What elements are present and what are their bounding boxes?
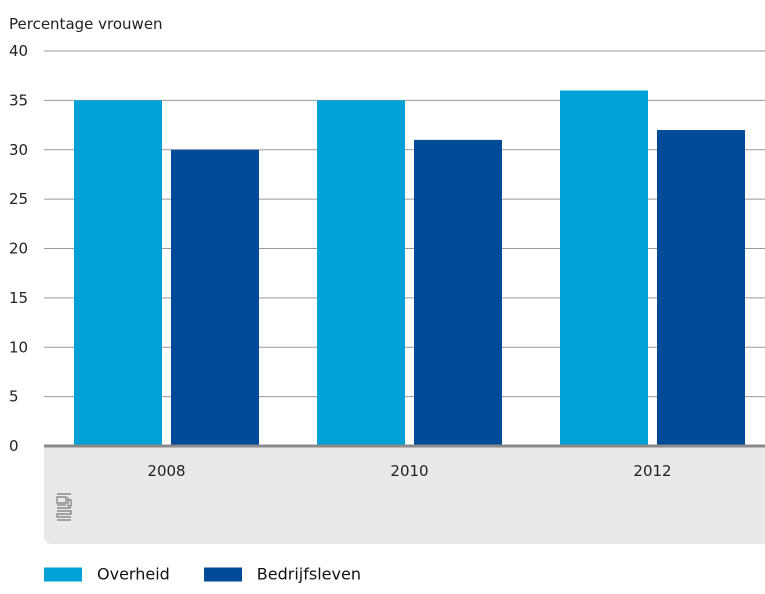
- y-tick-label: 5: [9, 388, 19, 406]
- legend-swatch-bedrijfsleven: [203, 567, 242, 581]
- legend-label-overheid: Overheid: [97, 564, 170, 584]
- y-tick-label: 0: [9, 437, 19, 455]
- y-tick-label: 10: [9, 338, 28, 356]
- legend: Overheid Bedrijfsleven: [44, 565, 361, 584]
- cbs-logo-icon: [56, 493, 72, 521]
- bar-overheid-2012: [560, 90, 648, 446]
- y-tick-label: 15: [9, 289, 28, 307]
- bar-bedrijfsleven-2008: [171, 149, 259, 446]
- y-tick-label: 30: [9, 141, 28, 159]
- y-tick-label: 35: [9, 91, 28, 109]
- x-tick-label: 2010: [390, 462, 428, 480]
- y-tick-labels: 0 5 10 15 20 25 30 35 40: [9, 42, 28, 455]
- legend-item-bedrijfsleven: Bedrijfsleven: [203, 564, 361, 584]
- x-tick-label: 2008: [147, 462, 185, 480]
- y-axis-title: Percentage vrouwen: [9, 15, 163, 33]
- bars: [44, 90, 765, 448]
- bar-bedrijfsleven-2012: [657, 130, 745, 446]
- x-tick-label: 2012: [633, 462, 671, 480]
- y-tick-label: 25: [9, 190, 28, 208]
- x-tick-labels: 2008 2010 2012: [147, 462, 671, 480]
- bar-overheid-2010: [317, 100, 405, 446]
- legend-swatch-overheid: [44, 567, 82, 581]
- bar-bedrijfsleven-2010: [414, 139, 502, 446]
- legend-item-overheid: Overheid: [44, 565, 170, 584]
- category-panel: [44, 446, 765, 544]
- bar-overheid-2008: [74, 100, 162, 446]
- y-tick-label: 40: [9, 42, 28, 60]
- y-tick-label: 20: [9, 240, 28, 258]
- legend-label-bedrijfsleven: Bedrijfsleven: [256, 564, 361, 584]
